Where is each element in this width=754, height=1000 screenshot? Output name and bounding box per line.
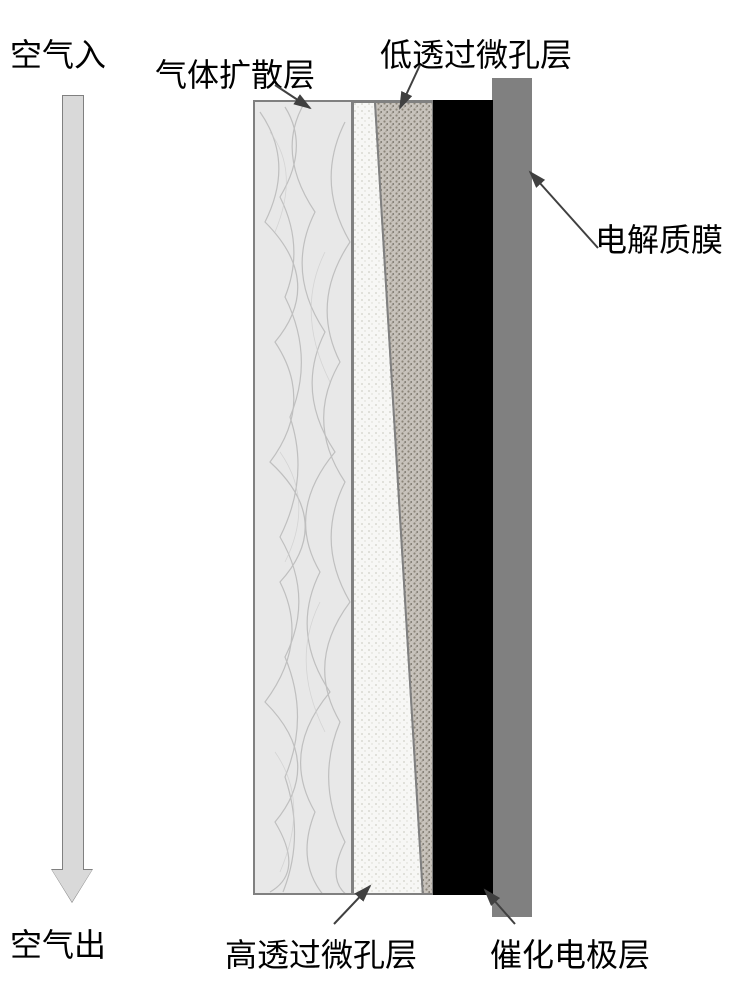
low-perm-mpl-label: 低透过微孔层 bbox=[380, 30, 572, 76]
electrolyte-leader bbox=[530, 172, 598, 248]
air-in-label: 空气入 bbox=[10, 30, 106, 76]
high-perm-mpl-label: 高透过微孔层 bbox=[225, 930, 417, 976]
electrolyte-membrane-layer bbox=[492, 78, 532, 917]
flow-arrow-head bbox=[52, 870, 92, 902]
flow-arrow-shaft bbox=[62, 95, 84, 872]
catalyst-label: 催化电极层 bbox=[490, 930, 650, 976]
gas-diffusion-layer bbox=[253, 100, 353, 895]
electrolyte-label: 电解质膜 bbox=[595, 215, 723, 261]
gdl-label: 气体扩散层 bbox=[155, 50, 315, 96]
catalyst-electrode-layer bbox=[433, 100, 493, 895]
air-out-label: 空气出 bbox=[10, 920, 106, 966]
mpl-region bbox=[353, 100, 433, 895]
mea-diagram bbox=[253, 100, 533, 895]
